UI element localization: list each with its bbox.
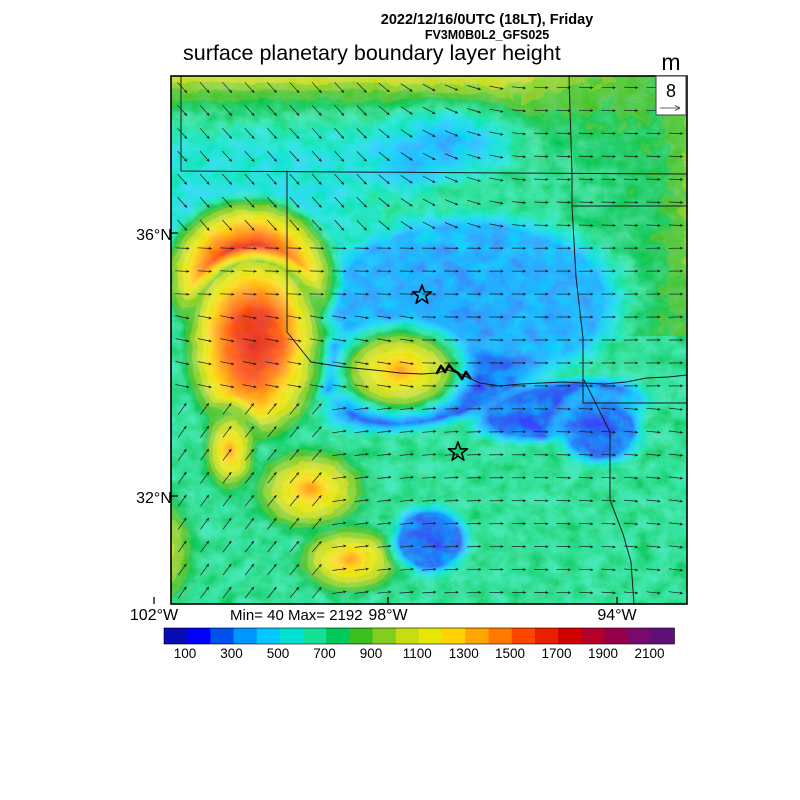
svg-text:1100: 1100 [403,646,432,661]
svg-text:Min= 40 Max= 2192: Min= 40 Max= 2192 [230,607,363,624]
svg-text:1900: 1900 [588,646,618,661]
svg-text:2022/12/16/0UTC (18LT), Friday: 2022/12/16/0UTC (18LT), Friday [381,12,594,28]
svg-text:102°W: 102°W [130,607,179,624]
svg-text:m: m [661,49,680,75]
svg-text:1700: 1700 [541,646,571,661]
svg-text:32°N: 32°N [136,490,172,507]
svg-text:98°W: 98°W [368,607,408,624]
svg-text:900: 900 [360,646,383,661]
svg-text:FV3M0B0L2_GFS025: FV3M0B0L2_GFS025 [425,28,549,42]
svg-text:8: 8 [666,81,676,101]
svg-text:1500: 1500 [495,646,525,661]
svg-text:100: 100 [174,646,197,661]
svg-text:300: 300 [220,646,243,661]
svg-text:2100: 2100 [634,646,664,661]
svg-text:700: 700 [313,646,336,661]
svg-text:36°N: 36°N [136,227,172,244]
svg-text:500: 500 [267,646,290,661]
svg-text:surface planetary boundary lay: surface planetary boundary layer height [183,41,561,65]
svg-text:1300: 1300 [449,646,479,661]
svg-text:94°W: 94°W [597,607,637,624]
